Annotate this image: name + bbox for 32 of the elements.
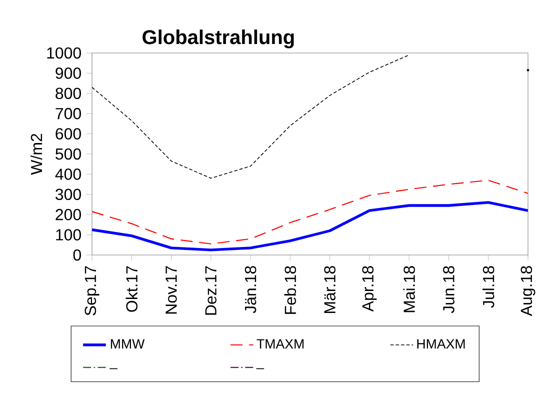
x-tick-label: Feb.18 — [284, 266, 296, 314]
x-tick-label: Jun.18 — [443, 266, 454, 314]
y-tick-label: 600 — [56, 128, 81, 140]
legend-label: TMAXM — [256, 339, 304, 348]
legend-label: HMAXM — [417, 339, 465, 348]
x-tick-label: Aug.18 — [520, 266, 536, 316]
x-tick-label: Nov.17 — [166, 266, 177, 314]
x-tick-label: Mär.18 — [324, 266, 336, 313]
y-tick-label: 100 — [56, 229, 81, 240]
legend-label: _ — [256, 368, 264, 370]
x-tick-label: Mai.18 — [403, 266, 415, 312]
y-axis-title: W/m2 — [30, 134, 42, 175]
y-tick-label: 700 — [56, 108, 81, 120]
y-tick-label: 1000 — [47, 47, 81, 59]
legend-label: MMW — [110, 339, 145, 348]
x-tick-label: Jän.18 — [244, 266, 256, 314]
x-tick-label: Okt.17 — [126, 266, 138, 312]
x-tick-label: Dez.17 — [205, 266, 216, 315]
y-tick-label: 500 — [56, 148, 81, 160]
y-tick-label: 200 — [56, 208, 81, 220]
line-series — [92, 180, 528, 244]
y-tick-label: 400 — [55, 168, 81, 180]
y-tick-label: 300 — [56, 188, 81, 200]
y-tick-label: 800 — [56, 88, 81, 100]
chart-title: Globalstrahlung — [142, 30, 294, 48]
x-tick-label: Apr.18 — [362, 266, 377, 312]
y-tick-label: 900 — [56, 68, 81, 79]
y-tick-label: 0 — [73, 249, 81, 261]
x-tick-label: Sep.17 — [84, 266, 100, 316]
x-tick-label: Jul.18 — [482, 266, 494, 308]
legend-label: _ — [110, 368, 118, 370]
line-series — [92, 201, 528, 252]
